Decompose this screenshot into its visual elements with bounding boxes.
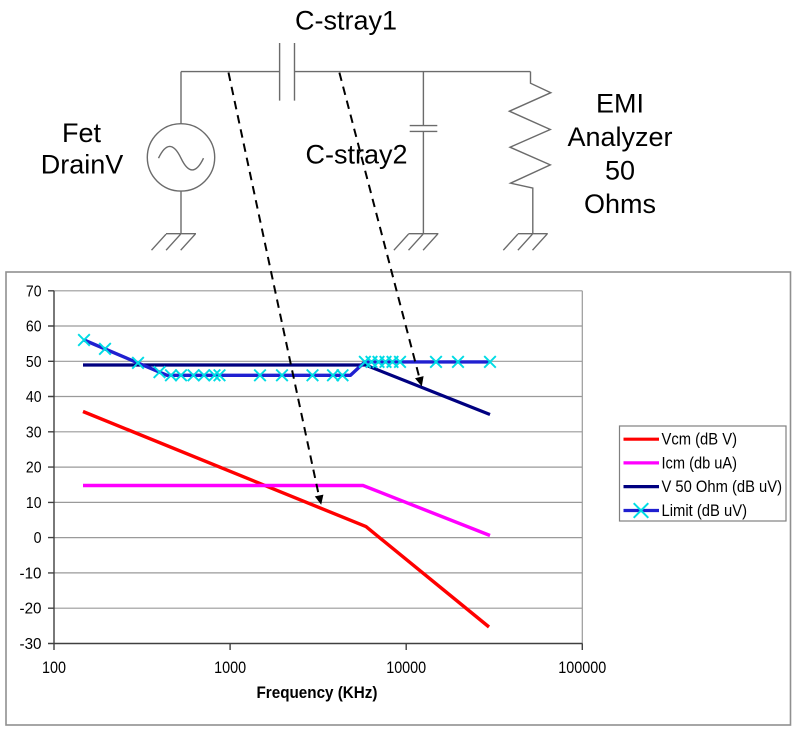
svg-text:50: 50: [605, 156, 635, 186]
svg-text:V 50 Ohm (dB uV): V 50 Ohm (dB uV): [662, 478, 783, 496]
svg-text:-30: -30: [20, 636, 42, 653]
svg-text:-20: -20: [20, 601, 42, 618]
svg-text:100: 100: [42, 659, 66, 677]
svg-text:Limit (dB uV): Limit (dB uV): [662, 502, 748, 520]
svg-text:1000: 1000: [214, 659, 246, 677]
svg-text:50: 50: [26, 354, 42, 371]
svg-text:40: 40: [26, 389, 42, 406]
svg-text:Ohms: Ohms: [584, 189, 656, 219]
svg-text:100000: 100000: [558, 659, 606, 677]
svg-text:10: 10: [26, 495, 42, 512]
svg-text:C-stray1: C-stray1: [295, 6, 397, 36]
svg-text:60: 60: [26, 319, 42, 336]
svg-text:Analyzer: Analyzer: [567, 122, 672, 152]
svg-text:DrainV: DrainV: [41, 150, 124, 180]
svg-text:30: 30: [26, 424, 42, 441]
svg-text:Frequency (KHz): Frequency (KHz): [257, 684, 378, 702]
svg-text:Icm (db uA): Icm (db uA): [662, 454, 738, 472]
svg-text:-10: -10: [20, 565, 42, 582]
svg-text:Fet: Fet: [62, 118, 102, 148]
svg-text:70: 70: [26, 283, 42, 300]
svg-text:10000: 10000: [386, 659, 426, 677]
svg-text:0: 0: [34, 530, 42, 547]
svg-text:C-stray2: C-stray2: [305, 139, 407, 169]
svg-text:Vcm (dB V): Vcm (dB V): [662, 431, 738, 449]
svg-text:20: 20: [26, 460, 42, 477]
svg-text:EMI: EMI: [596, 89, 644, 119]
